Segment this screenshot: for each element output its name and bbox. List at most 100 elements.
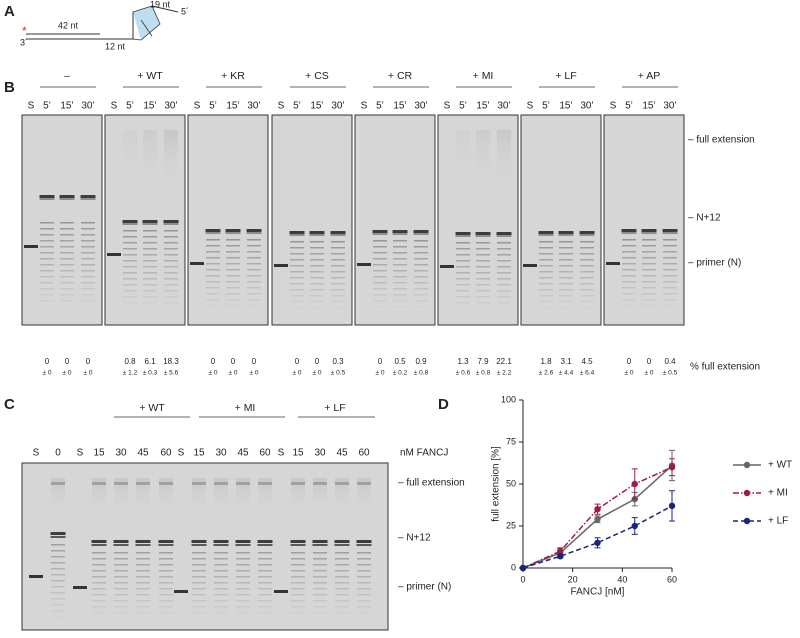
gel-band <box>606 262 620 265</box>
gel-band <box>334 540 350 543</box>
lane-label: 30’ <box>81 101 94 112</box>
gel-band <box>114 618 128 620</box>
gel-band <box>310 295 324 297</box>
gel-band <box>159 612 173 614</box>
gel-band <box>143 260 157 262</box>
gel-band <box>206 245 220 247</box>
gel-band <box>580 301 594 303</box>
gel-band <box>313 618 327 620</box>
gel-band <box>40 270 54 272</box>
value-label: 0 <box>627 357 632 366</box>
gel-band <box>24 245 38 248</box>
gel-band <box>51 550 65 552</box>
lane-label: 15’ <box>393 101 406 112</box>
legend-marker <box>743 461 751 469</box>
gel-band <box>392 233 408 235</box>
gel-band <box>206 305 220 307</box>
gel-band <box>142 223 158 225</box>
gel-band <box>91 544 107 546</box>
lane-label: 30’ <box>663 101 676 112</box>
smear <box>143 130 157 190</box>
gel-band <box>335 612 349 614</box>
gel-band <box>356 544 372 546</box>
gel-band <box>622 251 636 253</box>
gel-band <box>335 558 349 560</box>
gel-band <box>497 242 511 244</box>
gel-band <box>663 293 677 295</box>
gel-band <box>40 234 54 236</box>
gel-band <box>335 570 349 572</box>
value-label: 1.8 <box>540 357 552 366</box>
gel-band <box>39 195 55 198</box>
x-axis-label: FANCJ [nM] <box>571 587 625 598</box>
gel-band <box>247 269 261 271</box>
group-label: + WT <box>139 402 165 414</box>
gel-band <box>559 277 573 279</box>
gel-band <box>559 271 573 273</box>
gel-band <box>60 276 74 278</box>
smear <box>164 130 178 190</box>
gel-band <box>40 276 54 278</box>
gel-band <box>258 570 272 572</box>
x-tick-label: 20 <box>568 574 578 584</box>
gel-band <box>258 576 272 578</box>
lane-label: 45 <box>336 448 348 459</box>
gel-band <box>213 540 229 543</box>
gel-band <box>580 241 594 243</box>
gel-band <box>663 299 677 301</box>
value-label: 0 <box>231 357 236 366</box>
end-label: 5´ <box>181 6 189 16</box>
gel-band <box>81 264 95 266</box>
gel-band <box>81 276 95 278</box>
gel-band <box>642 257 656 259</box>
gel-band <box>580 289 594 291</box>
gel-band <box>60 282 74 284</box>
lane-label: 45 <box>137 448 149 459</box>
gel-band <box>357 612 371 614</box>
value-label: 0.4 <box>664 357 676 366</box>
gel-band <box>50 532 66 535</box>
gel-band <box>310 289 324 291</box>
data-point <box>631 480 638 488</box>
gel-band <box>192 588 206 590</box>
gel-band <box>290 277 304 279</box>
error-label: ± 0 <box>376 370 385 377</box>
gel-band <box>214 582 228 584</box>
gel-band <box>579 234 595 236</box>
gel-band <box>622 305 636 307</box>
gel-band <box>158 540 174 543</box>
gel-band <box>29 575 43 578</box>
gel-band <box>158 544 174 546</box>
gel <box>271 114 353 326</box>
lane-label: S <box>28 101 35 112</box>
smear <box>136 478 150 518</box>
gel-band <box>621 229 637 232</box>
gel-band <box>114 612 128 614</box>
gel-band <box>414 246 428 248</box>
gel-band <box>475 235 491 237</box>
gel-band <box>236 618 250 620</box>
gel-band <box>476 278 490 280</box>
error-label: ± 0 <box>209 370 218 377</box>
lane-label: 5’ <box>542 101 550 112</box>
gel-band <box>456 284 470 286</box>
gel-band <box>497 284 511 286</box>
gel-band <box>335 576 349 578</box>
lane-label: S <box>278 448 285 459</box>
gel-band <box>641 232 657 234</box>
gel-band <box>192 582 206 584</box>
gel-band <box>291 558 305 560</box>
error-label: ± 4.4 <box>559 370 574 377</box>
gel-band <box>143 248 157 250</box>
gel-band <box>214 570 228 572</box>
gel-band <box>92 618 106 620</box>
gel-band <box>414 288 428 290</box>
gel-band <box>92 588 106 590</box>
gel-band <box>257 540 273 543</box>
gel-band <box>73 586 87 589</box>
gel-band <box>236 482 250 485</box>
value-label: 0 <box>65 357 70 366</box>
duplex <box>133 6 160 40</box>
lane-label: 15’ <box>559 101 572 112</box>
lane-label: S <box>444 101 451 112</box>
